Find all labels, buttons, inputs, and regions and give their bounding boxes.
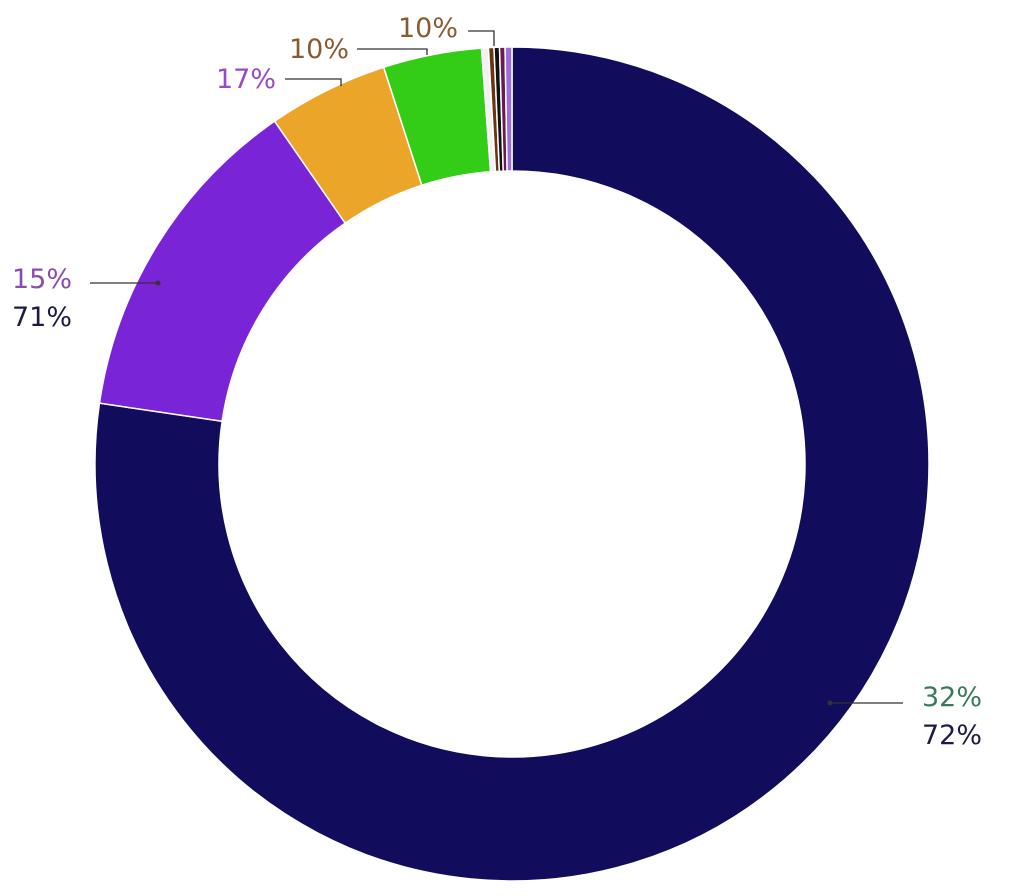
leader-line-17	[285, 78, 342, 86]
leader-dot-right	[827, 700, 833, 706]
label-leader-lines	[90, 30, 903, 706]
leader-line-10b	[468, 30, 495, 46]
leader-line-10a	[357, 48, 428, 55]
label-17: 17%	[216, 64, 276, 95]
slice-labels: 32% 72% 15% 71% 17% 10% 10%	[12, 13, 982, 751]
donut-slice-8	[504, 46, 513, 172]
label-left-bottom: 71%	[12, 302, 72, 333]
leader-dot-left	[155, 280, 161, 286]
label-left-top: 15%	[12, 264, 72, 295]
label-right-top: 32%	[922, 682, 982, 713]
donut-slice-0	[94, 46, 930, 882]
label-10b: 10%	[398, 13, 458, 44]
donut-slices	[94, 46, 930, 882]
label-right-bottom: 72%	[922, 720, 982, 751]
label-10a: 10%	[289, 34, 349, 65]
